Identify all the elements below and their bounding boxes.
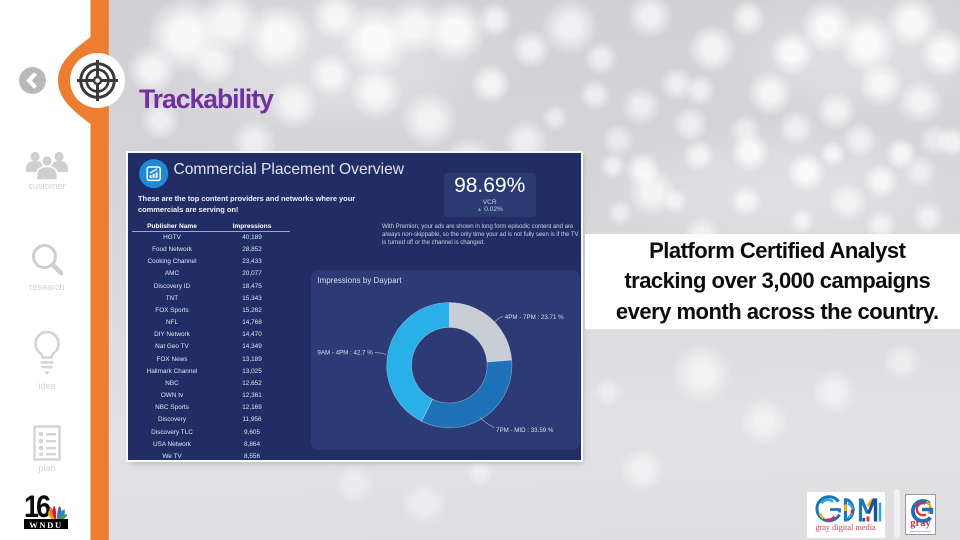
svg-text:4PM - 7PM : 23.71 %: 4PM - 7PM : 23.71 % (504, 314, 563, 321)
svg-text:7PM - MID : 33.59 %: 7PM - MID : 33.59 % (496, 427, 554, 434)
svg-text:9AM - 4PM : 42.7 %: 9AM - 4PM : 42.7 % (317, 350, 373, 357)
